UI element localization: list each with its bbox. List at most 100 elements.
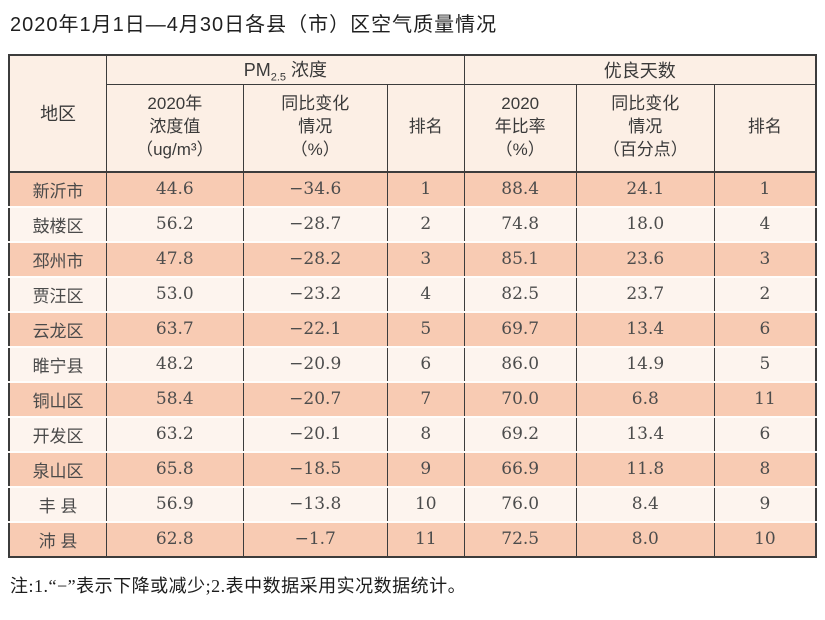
air-quality-table: 地区 PM2.5 浓度 优良天数 2020年 浓度值 （ug/m³） 同比变化 … — [8, 54, 817, 558]
table-row: 贾汪区 53.0 −23.2 4 82.5 23.7 2 — [8, 275, 817, 312]
sub-header-row: 2020年 浓度值 （ug/m³） 同比变化 情况 （%） 排名 2020 年比… — [9, 84, 817, 173]
table-row: 新沂市 44.6 −34.6 1 88.4 24.1 1 — [8, 171, 817, 207]
header-pm25-value: 2020年 浓度值 （ug/m³） — [106, 84, 244, 173]
good-change-cell: 8.0 — [575, 520, 715, 557]
region-cell: 新沂市 — [8, 171, 108, 207]
group-header-row: 地区 PM2.5 浓度 优良天数 — [8, 55, 817, 173]
pm25-value-cell: 65.8 — [106, 450, 244, 487]
pm25-rank-cell: 10 — [386, 485, 465, 522]
pm25-change-cell: −34.6 — [242, 171, 388, 207]
good-rank-cell: 11 — [713, 380, 817, 417]
good-change-cell: 8.4 — [575, 485, 715, 522]
pm25-rank-cell: 9 — [386, 450, 465, 487]
region-cell: 泉山区 — [8, 450, 108, 487]
good-rank-cell: 10 — [713, 520, 817, 557]
pm25-value-cell: 63.7 — [106, 310, 244, 347]
pm25-change-cell: −23.2 — [242, 275, 388, 312]
pm25-value-cell: 47.8 — [106, 240, 244, 277]
good-ratio-cell: 85.1 — [463, 240, 577, 277]
pm25-rank-cell: 7 — [386, 380, 465, 417]
pm25-value-cell: 56.2 — [106, 205, 244, 242]
header-pm25-change: 同比变化 情况 （%） — [242, 84, 388, 173]
pm25-rank-cell: 6 — [386, 345, 465, 382]
good-rank-cell: 1 — [713, 171, 817, 207]
table-header: 地区 PM2.5 浓度 优良天数 2020年 浓度值 （ug/m³） 同比变化 … — [8, 55, 817, 173]
good-rank-cell: 4 — [713, 205, 817, 242]
region-cell: 贾汪区 — [8, 275, 108, 312]
header-pm25-rank: 排名 — [386, 84, 465, 173]
header-pm25-group: PM2.5 浓度 — [106, 55, 465, 85]
good-rank-cell: 6 — [713, 415, 817, 452]
pm25-value-cell: 58.4 — [106, 380, 244, 417]
good-rank-cell: 5 — [713, 345, 817, 382]
table-row: 邳州市 47.8 −28.2 3 85.1 23.6 3 — [8, 240, 817, 277]
good-change-cell: 13.4 — [575, 415, 715, 452]
pm25-value-cell: 44.6 — [106, 171, 244, 207]
good-ratio-cell: 69.7 — [463, 310, 577, 347]
pm25-rank-cell: 4 — [386, 275, 465, 312]
good-ratio-cell: 70.0 — [463, 380, 577, 417]
region-cell: 邳州市 — [8, 240, 108, 277]
page-title: 2020年1月1日—4月30日各县（市）区空气质量情况 — [10, 14, 498, 36]
good-ratio-cell: 82.5 — [463, 275, 577, 312]
region-cell: 沛 县 — [8, 520, 108, 557]
pm25-change-cell: −20.7 — [242, 380, 388, 417]
pm25-change-cell: −22.1 — [242, 310, 388, 347]
good-change-cell: 18.0 — [575, 205, 715, 242]
pm25-change-cell: −18.5 — [242, 450, 388, 487]
pm25-change-cell: −20.1 — [242, 415, 388, 452]
table-row: 丰 县 56.9 −13.8 10 76.0 8.4 9 — [8, 485, 817, 522]
pm25-rank-cell: 8 — [386, 415, 465, 452]
region-cell: 开发区 — [8, 415, 108, 452]
header-good-days-group: 优良天数 — [463, 55, 817, 85]
table-row: 睢宁县 48.2 −20.9 6 86.0 14.9 5 — [8, 345, 817, 382]
good-rank-cell: 8 — [713, 450, 817, 487]
pm25-value-cell: 56.9 — [106, 485, 244, 522]
table-row: 开发区 63.2 −20.1 8 69.2 13.4 6 — [8, 415, 817, 452]
pm25-value-cell: 63.2 — [106, 415, 244, 452]
header-good-rank: 排名 — [713, 84, 817, 173]
table-row: 铜山区 58.4 −20.7 7 70.0 6.8 11 — [8, 380, 817, 417]
good-change-cell: 24.1 — [575, 171, 715, 207]
region-cell: 铜山区 — [8, 380, 108, 417]
pm25-change-cell: −1.7 — [242, 520, 388, 557]
good-ratio-cell: 74.8 — [463, 205, 577, 242]
header-good-ratio: 2020 年比率 （%） — [463, 84, 577, 173]
table-row: 鼓楼区 56.2 −28.7 2 74.8 18.0 4 — [8, 205, 817, 242]
region-cell: 云龙区 — [8, 310, 108, 347]
pm25-change-cell: −20.9 — [242, 345, 388, 382]
good-rank-cell: 3 — [713, 240, 817, 277]
good-rank-cell: 9 — [713, 485, 817, 522]
good-ratio-cell: 72.5 — [463, 520, 577, 557]
pm25-value-cell: 53.0 — [106, 275, 244, 312]
pm25-change-cell: −28.2 — [242, 240, 388, 277]
table-body: 新沂市 44.6 −34.6 1 88.4 24.1 1 鼓楼区 56.2 −2… — [8, 171, 817, 557]
good-ratio-cell: 86.0 — [463, 345, 577, 382]
table-row: 泉山区 65.8 −18.5 9 66.9 11.8 8 — [8, 450, 817, 487]
pm25-rank-cell: 1 — [386, 171, 465, 207]
good-change-cell: 23.6 — [575, 240, 715, 277]
table-row: 沛 县 62.8 −1.7 11 72.5 8.0 10 — [8, 520, 817, 557]
good-rank-cell: 2 — [713, 275, 817, 312]
pm25-label-subscript: 2.5 — [270, 71, 287, 84]
good-ratio-cell: 69.2 — [463, 415, 577, 452]
good-change-cell: 23.7 — [575, 275, 715, 312]
good-change-cell: 13.4 — [575, 310, 715, 347]
good-change-cell: 11.8 — [575, 450, 715, 487]
pm25-label-suffix: 浓度 — [286, 60, 328, 80]
good-change-cell: 6.8 — [575, 380, 715, 417]
good-change-cell: 14.9 — [575, 345, 715, 382]
table-row: 云龙区 63.7 −22.1 5 69.7 13.4 6 — [8, 310, 817, 347]
footnote: 注:1.“−”表示下降或减少;2.表中数据采用实况数据统计。 — [10, 575, 467, 596]
pm25-change-cell: −13.8 — [242, 485, 388, 522]
pm25-value-cell: 48.2 — [106, 345, 244, 382]
good-ratio-cell: 66.9 — [463, 450, 577, 487]
pm25-label-prefix: PM — [243, 60, 271, 80]
pm25-rank-cell: 3 — [386, 240, 465, 277]
region-cell: 睢宁县 — [8, 345, 108, 382]
pm25-rank-cell: 2 — [386, 205, 465, 242]
region-cell: 丰 县 — [8, 485, 108, 522]
pm25-change-cell: −28.7 — [242, 205, 388, 242]
header-good-change: 同比变化 情况 （百分点） — [575, 84, 715, 173]
